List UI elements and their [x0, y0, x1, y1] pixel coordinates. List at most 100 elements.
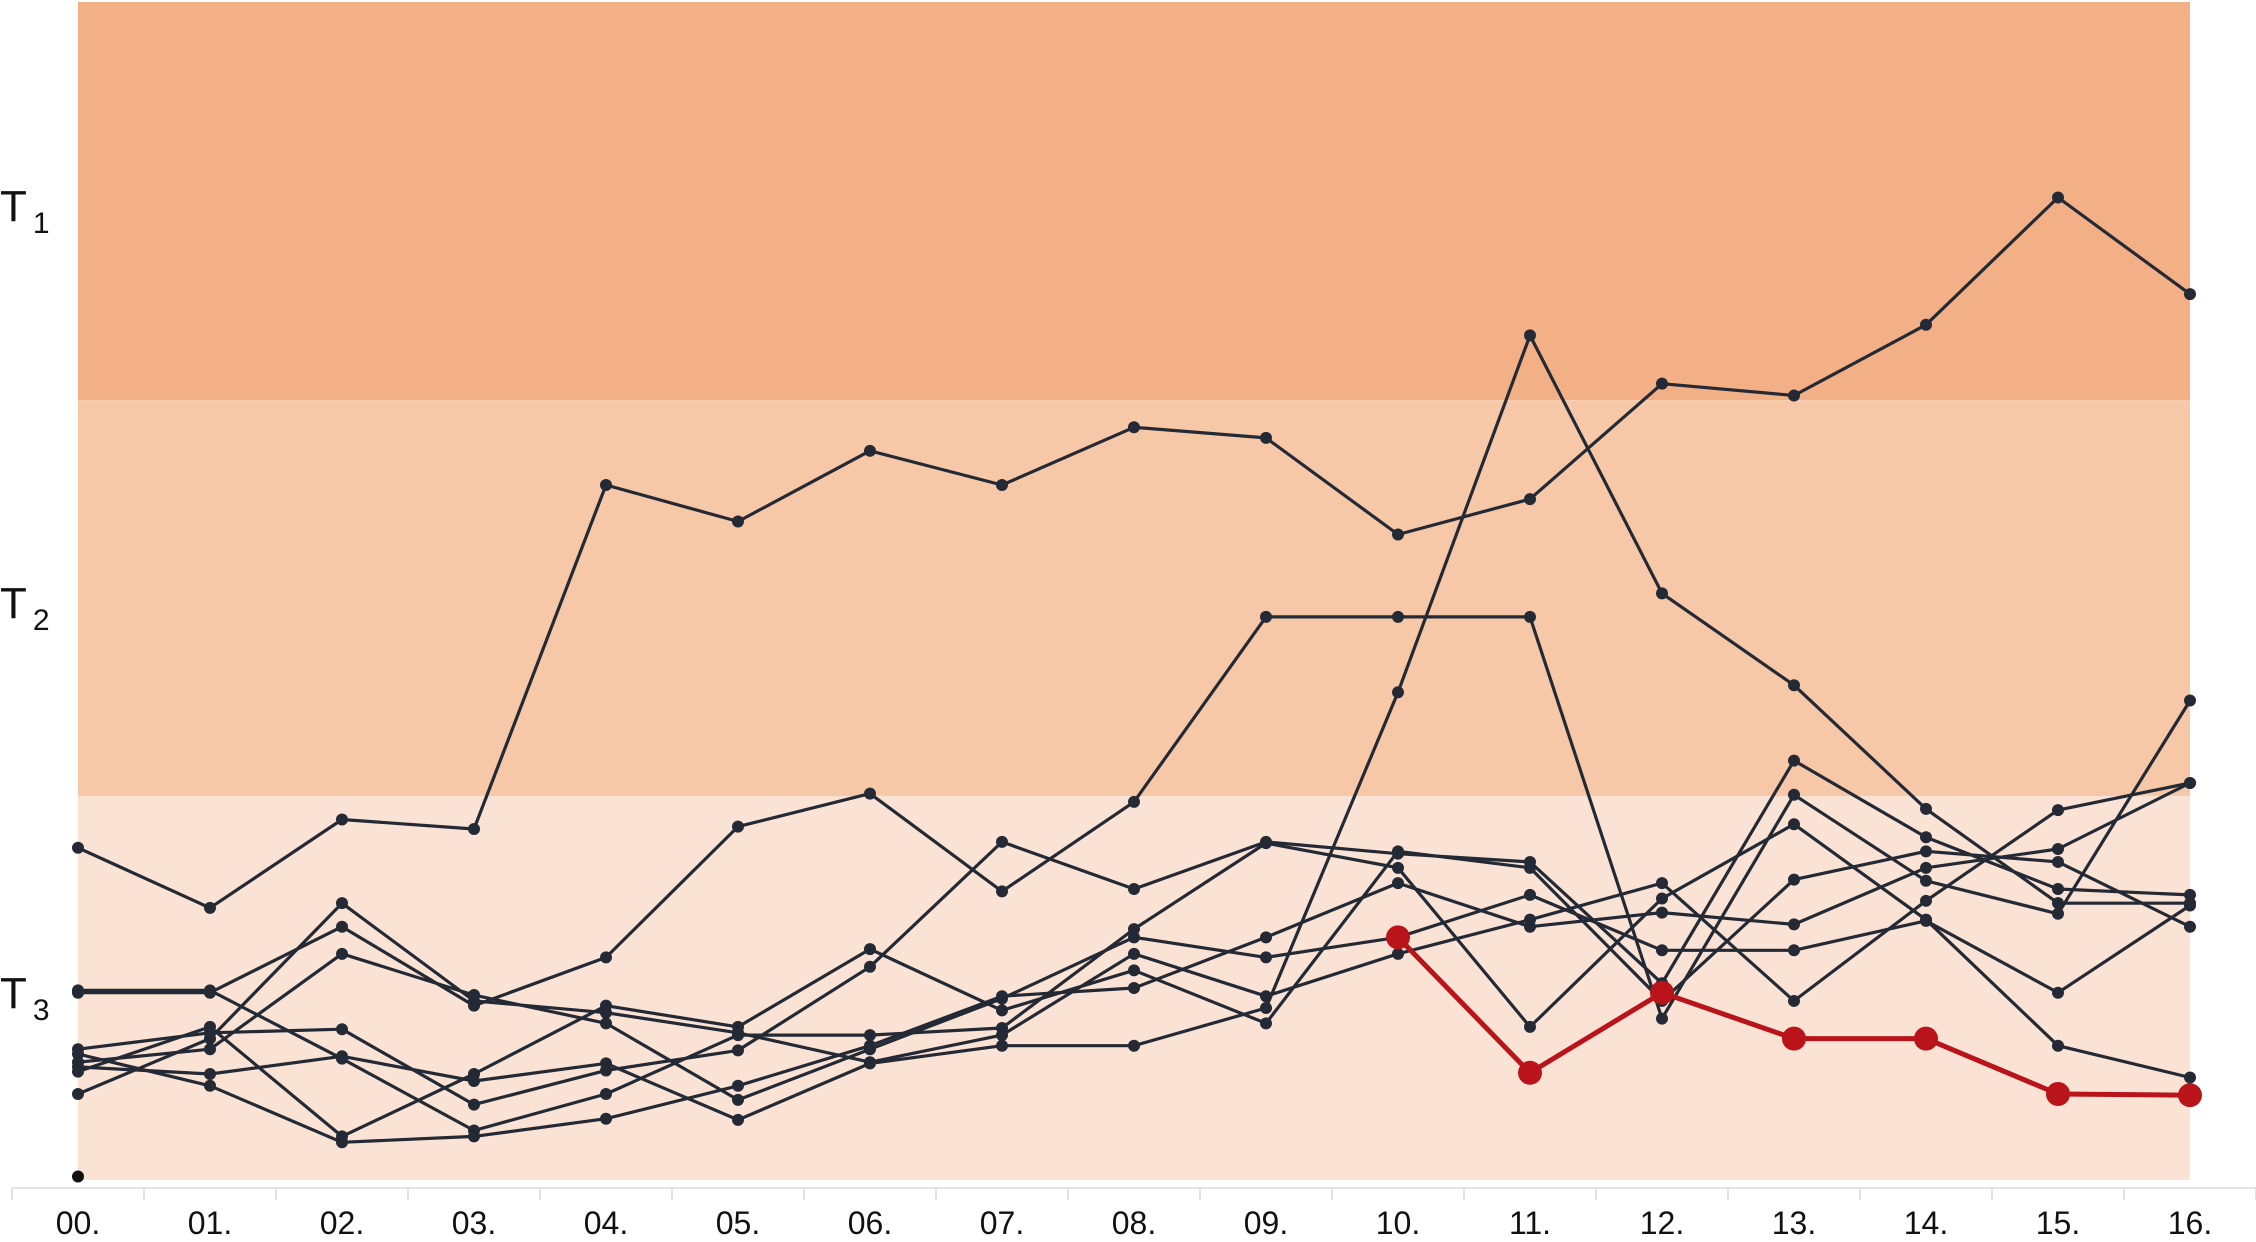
band-t2: [78, 400, 2190, 796]
data-point: [2184, 777, 2196, 790]
data-point: [2052, 191, 2064, 204]
data-point: [1128, 795, 1140, 808]
data-point: [1914, 1026, 1938, 1051]
data-point: [996, 1022, 1008, 1035]
data-point: [468, 1098, 480, 1111]
data-point: [336, 897, 348, 910]
data-point: [1128, 883, 1140, 896]
data-point: [2052, 842, 2064, 855]
data-point: [1788, 754, 1800, 767]
data-point: [2052, 804, 2064, 817]
data-point: [1788, 873, 1800, 886]
data-point: [1260, 837, 1272, 850]
data-point: [864, 960, 876, 973]
band-layer: [78, 2, 2190, 1180]
x-axis: 00. 01. 02. 03. 04. 05. 06. 07. 08. 09. 10. 11. 12. 1…: [11, 1187, 2256, 1241]
x-tick-label: 08.: [1112, 1205, 1156, 1241]
x-tick-label: 06.: [848, 1205, 892, 1241]
data-point: [72, 1065, 84, 1078]
x-tick-label: 13.: [1772, 1205, 1816, 1241]
data-point: [1656, 1012, 1668, 1025]
data-point: [600, 999, 612, 1012]
data-point: [864, 787, 876, 800]
data-point: [1392, 610, 1404, 623]
x-tick-label: 10.: [1376, 1205, 1420, 1241]
data-point: [864, 943, 876, 956]
data-point: [600, 1088, 612, 1101]
data-point: [864, 444, 876, 457]
data-point: [1260, 931, 1272, 944]
data-point: [1920, 831, 1932, 844]
data-point: [2184, 899, 2196, 912]
data-point: [732, 1113, 744, 1126]
data-point: [1260, 1017, 1272, 1030]
data-point: [1920, 318, 1932, 331]
data-point: [996, 885, 1008, 898]
x-tick-label: 14.: [1904, 1205, 1948, 1241]
data-point: [732, 1079, 744, 1092]
data-point: [468, 822, 480, 835]
data-point: [2052, 855, 2064, 868]
x-tick-label: 04.: [584, 1205, 628, 1241]
data-point: [1524, 329, 1536, 342]
x-tick-label: 05.: [716, 1205, 760, 1241]
data-point: [1920, 913, 1932, 926]
data-point: [1524, 1020, 1536, 1033]
data-point: [600, 1064, 612, 1077]
data-point: [336, 1052, 348, 1065]
data-point: [1524, 855, 1536, 868]
data-point: [72, 984, 84, 997]
data-point: [1656, 877, 1668, 890]
data-point: [2052, 897, 2064, 910]
data-point: [1920, 874, 1932, 887]
data-point: [2178, 1083, 2202, 1108]
data-point: [1524, 493, 1536, 506]
data-point: [1128, 1039, 1140, 1052]
data-point: [1656, 377, 1668, 390]
data-point: [2052, 1039, 2064, 1052]
x-tick-label: 12.: [1640, 1205, 1684, 1241]
data-point: [1788, 994, 1800, 1007]
point-layer: [72, 191, 2202, 1183]
data-point: [1656, 906, 1668, 919]
x-tick-label: 11.: [1509, 1205, 1551, 1241]
data-point: [1392, 877, 1404, 890]
data-point: [204, 901, 216, 914]
data-point: [732, 1020, 744, 1033]
data-point: [996, 478, 1008, 491]
data-point: [336, 1136, 348, 1149]
x-tick-label: 07.: [980, 1205, 1024, 1241]
data-point: [72, 1056, 84, 1069]
data-point: [1782, 1026, 1806, 1051]
data-point: [2052, 883, 2064, 896]
data-point: [1656, 587, 1668, 600]
data-point: [336, 813, 348, 826]
data-point: [600, 1017, 612, 1030]
data-point: [1392, 861, 1404, 874]
data-point: [1386, 925, 1410, 950]
data-point: [1128, 981, 1140, 994]
x-tick-label: 01.: [188, 1205, 232, 1241]
data-point: [1788, 679, 1800, 692]
data-point: [1128, 923, 1140, 936]
data-point: [72, 1088, 84, 1101]
data-point: [1128, 964, 1140, 977]
data-point: [1392, 947, 1404, 960]
data-point: [600, 478, 612, 491]
data-point: [1920, 845, 1932, 858]
data-point: [2184, 694, 2196, 707]
data-point: [2184, 920, 2196, 933]
data-point: [468, 1067, 480, 1080]
data-point: [996, 1004, 1008, 1017]
band-t1: [78, 2, 2190, 401]
data-point: [204, 1079, 216, 1092]
isolated-data-point: [72, 1170, 84, 1183]
data-point: [1392, 847, 1404, 860]
data-point: [732, 1044, 744, 1057]
data-point: [732, 820, 744, 833]
data-point: [864, 1056, 876, 1069]
data-point: [1128, 421, 1140, 434]
data-point: [72, 1047, 84, 1060]
